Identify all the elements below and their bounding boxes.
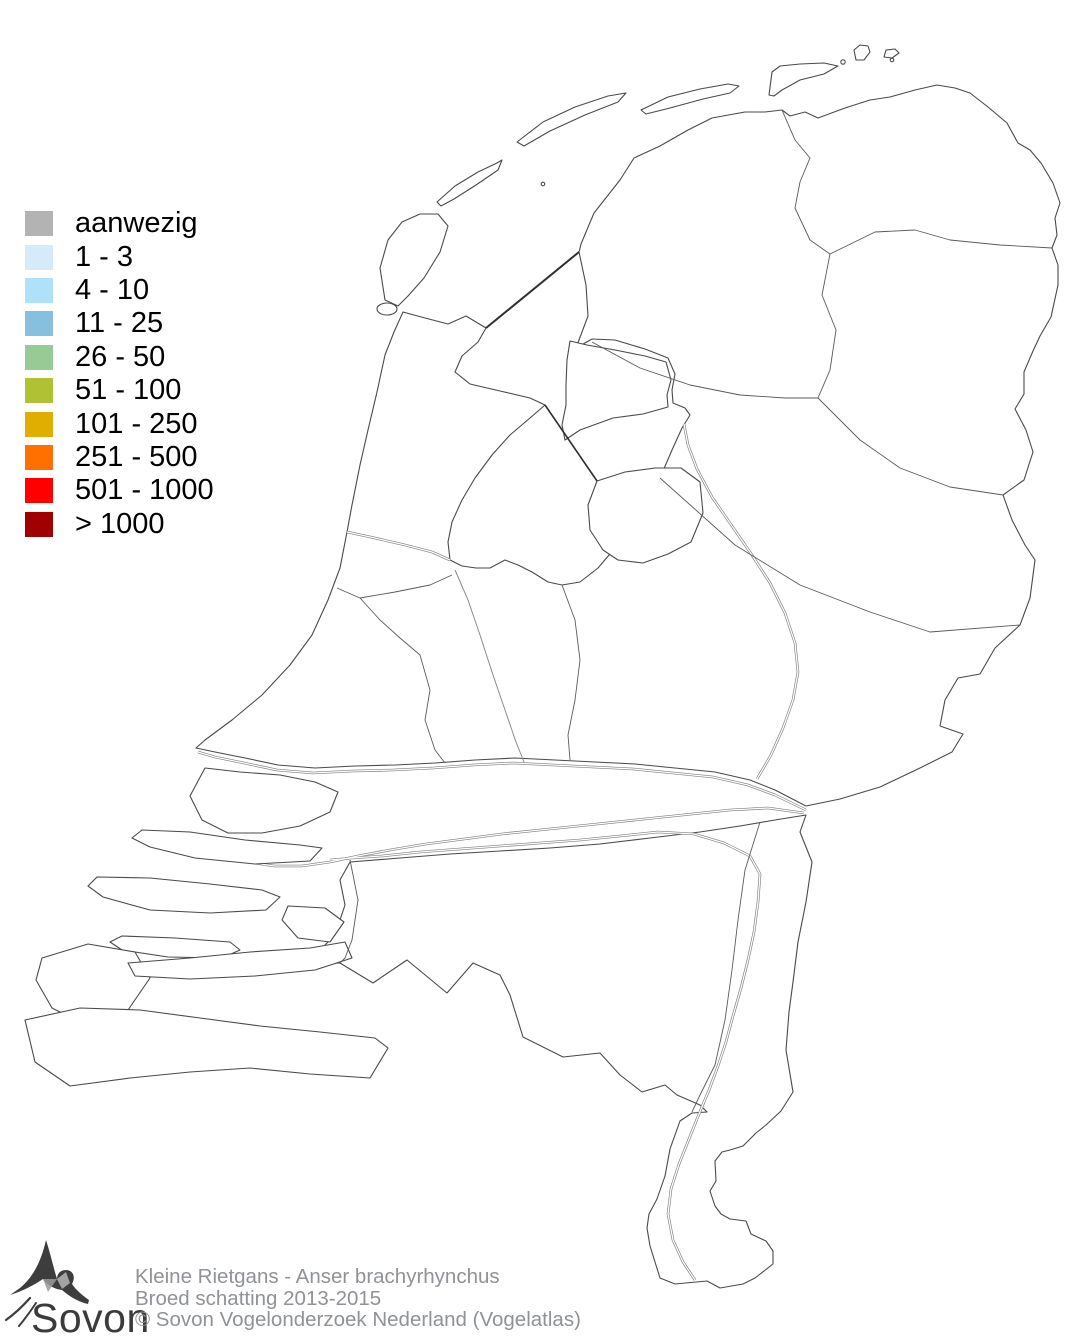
island-schouwen-duiveland: [87, 876, 281, 914]
legend-swatch: [25, 244, 53, 270]
islet: [840, 59, 846, 65]
legend-label: 11 - 25: [75, 307, 164, 340]
islet-griend: [540, 181, 546, 187]
province-borders: [336, 109, 1053, 1113]
mainland-south-region: [299, 814, 813, 1289]
rivers: [196, 422, 808, 1282]
legend-row: 251 - 500: [25, 441, 214, 474]
legend-label: 4 - 10: [75, 273, 150, 306]
legend-swatch: [25, 444, 53, 470]
legend-swatch: [25, 511, 53, 537]
legend-row: > 1000: [25, 508, 214, 541]
island-rottumerplaat: [853, 44, 871, 61]
flevopolder: [587, 467, 704, 564]
island-voorne-putten: [189, 767, 339, 834]
legend-swatch: [25, 277, 53, 303]
legend-row: 4 - 10: [25, 274, 214, 307]
region-zeeuws-vlaanderen: [24, 1007, 389, 1087]
legend-label: 101 - 250: [75, 407, 198, 440]
sovon-logo: [4, 1240, 89, 1327]
legend-label: 51 - 100: [75, 374, 182, 407]
species-title: Kleine Rietgans - Anser brachyrhynchus: [135, 1265, 500, 1288]
island-tholen: [281, 905, 345, 943]
legend-swatch: [25, 211, 53, 237]
amsterdam-rijnkanaal: [454, 569, 525, 763]
sovon-logo-text: Sovon: [31, 1295, 150, 1340]
islet: [889, 57, 895, 63]
copyright-line: © Sovon Vogelonderzoek Nederland (Vogela…: [135, 1308, 581, 1332]
legend-label: 251 - 500: [75, 440, 198, 473]
island-vlieland: [436, 159, 503, 207]
swallow-icon: [4, 1240, 89, 1327]
delta-islands: [24, 767, 389, 1087]
legend-swatch: [25, 311, 53, 337]
wadden-islands: [376, 44, 900, 316]
legend-label: 26 - 50: [75, 340, 166, 373]
island-schiermonnikoog: [768, 62, 839, 97]
mainland-north-region: [195, 84, 1061, 807]
legend: aanwezig 1 - 3 4 - 10 11 - 25 26 - 50 51…: [25, 207, 214, 541]
noordoostpolder: [561, 340, 672, 441]
legend-swatch: [25, 344, 53, 370]
peninsula-zuid-beveland: [127, 941, 353, 980]
island-rottumeroog: [883, 48, 900, 59]
houtribdijk: [544, 404, 598, 482]
island-texel: [379, 213, 449, 307]
legend-swatch: [25, 478, 53, 504]
island-ameland: [640, 83, 740, 115]
legend-row: 11 - 25: [25, 307, 214, 340]
map-credits: Kleine Rietgans - Anser brachyrhynchus B…: [135, 1266, 581, 1331]
island-goeree-overflakkee: [131, 829, 323, 865]
legend-row: aanwezig: [25, 207, 214, 240]
legend-swatch: [25, 411, 53, 437]
legend-label: 1 - 3: [75, 240, 134, 273]
afsluitdijk: [485, 251, 580, 329]
legend-label: > 1000: [75, 507, 165, 540]
legend-row: 101 - 250: [25, 407, 214, 440]
island-noorderhaaks: [376, 302, 398, 316]
legend-row: 501 - 1000: [25, 474, 214, 507]
legend-row: 1 - 3: [25, 240, 214, 273]
legend-label: aanwezig: [75, 207, 198, 240]
legend-row: 26 - 50: [25, 341, 214, 374]
island-terschelling: [516, 92, 627, 147]
legend-swatch: [25, 378, 53, 404]
survey-subtitle: Broed schatting 2013-2015: [135, 1286, 382, 1310]
legend-row: 51 - 100: [25, 374, 214, 407]
legend-label: 501 - 1000: [75, 474, 214, 507]
